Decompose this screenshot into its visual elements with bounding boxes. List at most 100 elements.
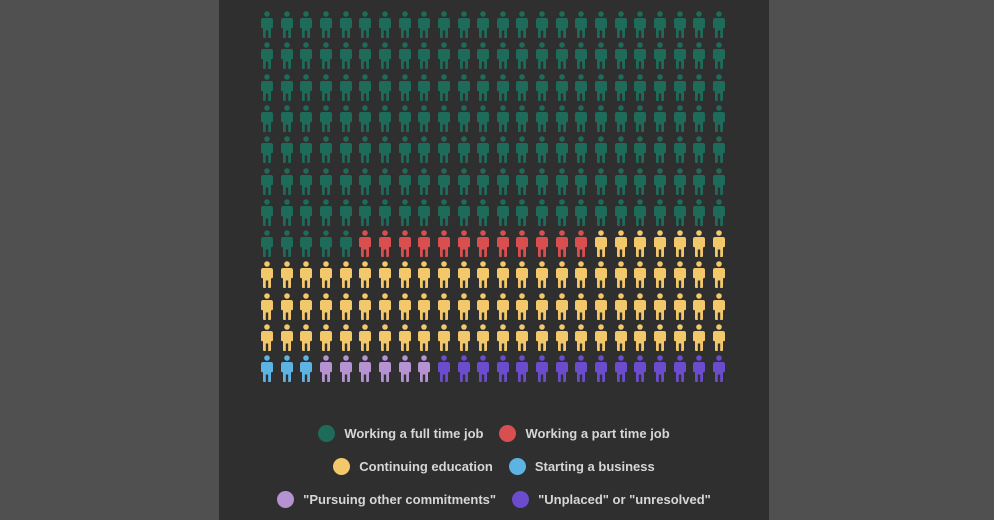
person-icon-continuing-education: [575, 324, 588, 351]
person-icon-continuing-education: [712, 292, 725, 320]
person-icon-working-a-full-time-job: [339, 105, 352, 132]
person-icon-continuing-education: [673, 230, 686, 258]
legend-swatch: [499, 425, 517, 442]
person-icon-working-a-full-time-job: [261, 167, 273, 195]
legend-swatch: [508, 458, 526, 475]
person-icon-continuing-education: [634, 292, 647, 320]
person-icon-continuing-education: [300, 261, 313, 289]
person-icon-working-a-full-time-job: [634, 105, 647, 132]
person-icon-pursuing-other-commitments: [359, 355, 372, 383]
person-icon-working-a-full-time-job: [300, 136, 313, 164]
person-icon-working-a-full-time-job: [319, 136, 332, 164]
person-icon-continuing-education: [457, 292, 470, 320]
person-icon-continuing-education: [595, 292, 608, 320]
person-icon-working-a-full-time-job: [319, 230, 332, 258]
person-icon-working-a-full-time-job: [575, 167, 588, 195]
person-icon-working-a-full-time-job: [536, 11, 549, 38]
person-icon-working-a-full-time-job: [339, 136, 352, 164]
person-icon-working-a-full-time-job: [280, 42, 293, 70]
person-icon-working-a-part-time-job: [477, 230, 490, 258]
person-icon-continuing-education: [261, 261, 273, 289]
person-icon-working-a-full-time-job: [555, 198, 568, 226]
person-icon-unplaced-or-unresolved: [712, 355, 725, 383]
person-icon-working-a-full-time-job: [614, 105, 627, 132]
person-icon-working-a-full-time-job: [398, 73, 411, 101]
person-icon-continuing-education: [693, 230, 706, 258]
person-icon-continuing-education: [359, 261, 372, 289]
person-icon-working-a-full-time-job: [437, 198, 450, 226]
person-icon-working-a-full-time-job: [712, 167, 725, 195]
person-icon-working-a-full-time-job: [555, 136, 568, 164]
person-icon-working-a-full-time-job: [359, 42, 372, 70]
person-icon-working-a-part-time-job: [496, 230, 509, 258]
person-icon-working-a-part-time-job: [457, 230, 470, 258]
person-icon-working-a-full-time-job: [261, 105, 273, 132]
person-icon-continuing-education: [654, 324, 666, 351]
person-icon-unplaced-or-unresolved: [595, 355, 608, 383]
legend-label: "Unplaced" or "unresolved": [538, 492, 711, 507]
person-icon-working-a-full-time-job: [398, 105, 411, 132]
person-icon-continuing-education: [378, 324, 391, 351]
person-icon-pursuing-other-commitments: [398, 355, 411, 383]
person-icon-pursuing-other-commitments: [378, 355, 391, 383]
person-icon-working-a-full-time-job: [673, 42, 686, 70]
person-icon-working-a-full-time-job: [280, 198, 293, 226]
person-icon-continuing-education: [280, 292, 293, 320]
legend-label: Working a part time job: [525, 426, 670, 441]
person-icon-working-a-full-time-job: [457, 73, 470, 101]
person-icon-working-a-full-time-job: [496, 42, 509, 70]
person-icon-continuing-education: [319, 292, 332, 320]
person-icon-unplaced-or-unresolved: [457, 355, 470, 383]
person-icon-continuing-education: [261, 324, 273, 351]
person-icon-working-a-full-time-job: [477, 167, 490, 195]
person-icon-unplaced-or-unresolved: [673, 355, 686, 383]
person-icon-unplaced-or-unresolved: [693, 355, 706, 383]
legend-row-2: Continuing education Starting a business: [219, 458, 769, 475]
person-icon-working-a-full-time-job: [555, 42, 568, 70]
person-icon-continuing-education: [614, 230, 627, 258]
person-icon-working-a-full-time-job: [398, 167, 411, 195]
legend-swatch: [318, 425, 336, 442]
person-icon-working-a-full-time-job: [378, 136, 391, 164]
person-icon-working-a-full-time-job: [595, 198, 608, 226]
person-icon-working-a-full-time-job: [300, 167, 313, 195]
person-icon-working-a-full-time-job: [673, 198, 686, 226]
person-icon-working-a-full-time-job: [418, 167, 431, 195]
person-icon-working-a-full-time-job: [496, 136, 509, 164]
person-icon-unplaced-or-unresolved: [614, 355, 627, 383]
person-icon-continuing-education: [536, 292, 549, 320]
person-icon-working-a-full-time-job: [319, 167, 332, 195]
person-icon-continuing-education: [614, 261, 627, 289]
person-icon-working-a-full-time-job: [693, 167, 706, 195]
person-icon-continuing-education: [359, 324, 372, 351]
person-icon-working-a-full-time-job: [575, 136, 588, 164]
person-icon-working-a-full-time-job: [634, 11, 647, 38]
person-icon-working-a-full-time-job: [300, 11, 313, 38]
person-icon-starting-a-business: [300, 355, 313, 383]
person-icon-working-a-full-time-job: [693, 136, 706, 164]
person-icon-continuing-education: [339, 261, 352, 289]
person-icon-continuing-education: [654, 261, 666, 289]
person-icon-continuing-education: [280, 261, 293, 289]
person-icon-continuing-education: [339, 324, 352, 351]
person-icon-working-a-full-time-job: [634, 136, 647, 164]
person-icon-working-a-full-time-job: [418, 73, 431, 101]
person-icon-working-a-full-time-job: [300, 230, 313, 258]
person-icon-continuing-education: [634, 261, 647, 289]
person-icon-continuing-education: [319, 324, 332, 351]
pictograph-grid: [260, 11, 730, 391]
person-icon-working-a-full-time-job: [457, 42, 470, 70]
person-icon-working-a-full-time-job: [614, 167, 627, 195]
person-icon-working-a-full-time-job: [378, 73, 391, 101]
person-icon-working-a-full-time-job: [654, 198, 666, 226]
person-icon-working-a-full-time-job: [261, 42, 273, 70]
person-icon-working-a-full-time-job: [614, 136, 627, 164]
person-icon-continuing-education: [654, 230, 666, 258]
person-icon-working-a-full-time-job: [496, 105, 509, 132]
legend-row-1: Working a full time job Working a part t…: [219, 425, 769, 442]
person-icon-working-a-full-time-job: [319, 73, 332, 101]
person-icon-working-a-full-time-job: [555, 105, 568, 132]
legend-item-part-time: Working a part time job: [499, 425, 670, 442]
legend-label: Continuing education: [359, 459, 493, 474]
person-icon-continuing-education: [398, 261, 411, 289]
